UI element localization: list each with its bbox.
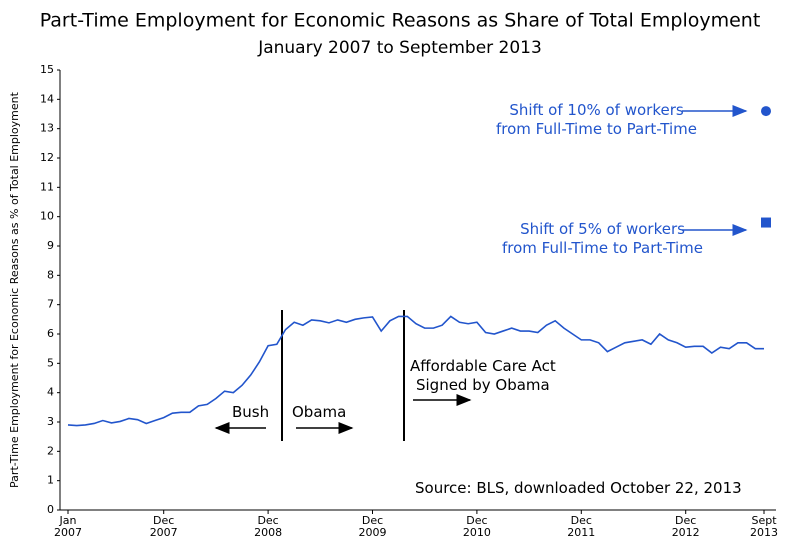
reference-point [761, 217, 771, 228]
x-tick-label: Dec 2008 [254, 514, 283, 540]
y-tick-label: 12 [40, 151, 54, 164]
x-tick-label: Dec 2011 [567, 514, 596, 540]
y-tick-label: 13 [40, 122, 54, 135]
annotation: Obama [292, 403, 347, 421]
y-tick-label: 14 [40, 92, 54, 105]
reference-label: Shift of 10% of workers from Full-Time t… [496, 101, 698, 138]
chart-subtitle: January 2007 to September 2013 [257, 38, 542, 58]
x-tick-label: Dec 2010 [462, 514, 491, 540]
y-tick-label: 4 [47, 386, 54, 399]
x-tick-label: Dec 2007 [149, 514, 178, 540]
y-tick-label: 10 [40, 210, 54, 223]
reference-label: Shift of 5% of workers from Full-Time to… [502, 220, 704, 257]
y-axis-label: Part-Time Employment for Economic Reason… [8, 91, 21, 488]
data-line [67, 315, 764, 427]
y-tick-label: 8 [47, 268, 54, 281]
y-tick-label: 3 [47, 415, 54, 428]
y-tick-label: 11 [40, 180, 54, 193]
x-tick-label: Jan 2007 [54, 514, 82, 540]
x-tick-label: Sept 2013 [750, 514, 778, 540]
annotation: Affordable Care Act Signed by Obama [410, 357, 556, 394]
y-tick-label: 2 [47, 444, 54, 457]
x-tick-label: Dec 2012 [671, 514, 700, 540]
y-tick-label: 1 [47, 474, 54, 487]
x-tick-label: Dec 2009 [358, 514, 387, 540]
annotation: Bush [232, 403, 270, 421]
y-tick-label: 7 [47, 298, 54, 311]
reference-point [761, 106, 771, 117]
annotation: Source: BLS, downloaded October 22, 2013 [415, 479, 742, 497]
chart-title: Part-Time Employment for Economic Reason… [40, 10, 761, 32]
y-tick-label: 6 [47, 327, 54, 340]
y-tick-label: 0 [47, 503, 54, 516]
y-tick-label: 15 [40, 63, 54, 76]
y-tick-label: 5 [47, 356, 54, 369]
y-tick-label: 9 [47, 239, 54, 252]
